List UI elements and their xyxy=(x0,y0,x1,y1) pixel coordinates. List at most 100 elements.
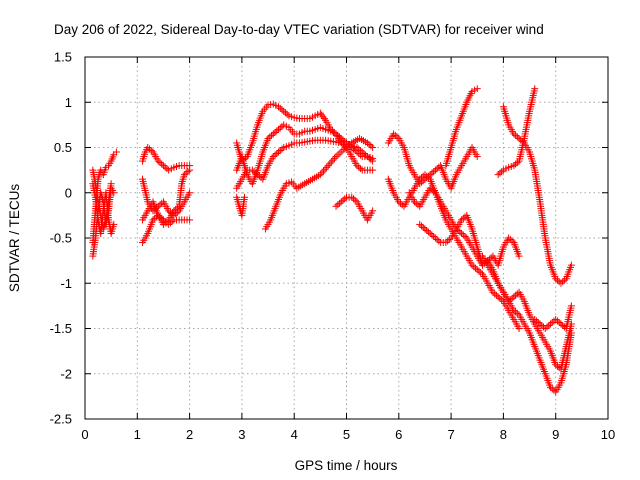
y-tick-label: 0 xyxy=(65,185,72,200)
data-point-interp xyxy=(559,278,567,286)
data-point xyxy=(248,166,256,174)
data-point-interp xyxy=(424,228,432,236)
data-point-interp xyxy=(266,133,274,141)
data-point xyxy=(426,229,434,237)
data-point-interp xyxy=(548,318,556,326)
data-point-interp xyxy=(278,145,286,153)
data-point-interp xyxy=(326,160,334,168)
data-point xyxy=(395,198,403,206)
data-point-interp xyxy=(398,201,406,209)
x-tick-label: 2 xyxy=(186,427,193,442)
data-point-interp xyxy=(508,294,516,302)
data-point-interp xyxy=(545,321,553,329)
data-point xyxy=(241,193,249,201)
data-point xyxy=(510,293,518,301)
y-tick-label: 1 xyxy=(65,95,72,110)
data-point-interp xyxy=(156,201,164,209)
data-point-interp xyxy=(424,174,432,182)
data-point xyxy=(348,193,356,201)
data-points xyxy=(89,85,575,396)
data-point-interp xyxy=(533,317,541,325)
data-point-interp xyxy=(273,150,281,158)
data-point xyxy=(324,162,332,170)
data-point xyxy=(110,220,118,228)
data-point-interp xyxy=(323,163,331,171)
y-tick-label: 1.5 xyxy=(54,50,72,65)
data-point xyxy=(431,166,439,174)
data-point xyxy=(363,153,371,161)
data-point-interp xyxy=(151,214,159,222)
data-point xyxy=(316,171,324,179)
data-point xyxy=(353,144,361,151)
data-point-interp xyxy=(487,254,495,262)
data-point xyxy=(431,234,439,242)
data-point xyxy=(426,184,434,192)
data-point xyxy=(473,266,481,274)
data-point xyxy=(369,207,377,215)
data-point xyxy=(186,216,194,224)
data-point-interp xyxy=(250,168,258,176)
data-point-interp xyxy=(445,236,453,244)
data-point-interp xyxy=(339,196,347,204)
data-point xyxy=(275,103,283,111)
data-point-interp xyxy=(428,169,436,177)
data-point-interp xyxy=(172,205,180,213)
data-point xyxy=(458,216,466,224)
data-point xyxy=(541,325,549,332)
y-tick-label: -1.5 xyxy=(50,321,72,336)
data-point-interp xyxy=(433,236,441,244)
data-point-interp xyxy=(550,386,558,394)
data-point-interp xyxy=(182,169,190,177)
data-point-interp xyxy=(548,385,556,393)
x-tick-label: 0 xyxy=(81,427,88,442)
data-point-interp xyxy=(417,174,425,182)
data-point xyxy=(337,198,345,206)
data-point xyxy=(149,216,157,224)
data-point-interp xyxy=(271,151,279,159)
data-point-interp xyxy=(319,167,327,175)
data-point-interp xyxy=(553,276,561,284)
data-point-interp xyxy=(356,165,364,173)
data-point xyxy=(275,148,283,156)
x-tick-label: 5 xyxy=(343,427,350,442)
data-point-interp xyxy=(360,150,368,158)
data-point-interp xyxy=(318,169,326,177)
data-point-interp xyxy=(454,226,462,234)
data-point xyxy=(510,306,518,314)
data-point-interp xyxy=(412,199,420,207)
data-point-interp xyxy=(506,236,514,244)
y-tick-label: 0.5 xyxy=(54,140,72,155)
data-point xyxy=(410,198,418,206)
data-point-interp xyxy=(367,142,375,150)
data-point-interp xyxy=(163,217,171,225)
data-point-interp xyxy=(444,237,452,245)
data-point-interp xyxy=(255,172,263,180)
data-point-interp xyxy=(475,267,483,275)
data-point-interp xyxy=(472,264,480,272)
data-point-interp xyxy=(534,318,542,326)
data-point-interp xyxy=(512,160,520,168)
y-tick-labels: 1.5 1 0.5 0 -0.5 -1 -1.5 -2 -2.5 xyxy=(50,50,72,427)
data-point-interp xyxy=(336,199,344,207)
data-point-interp xyxy=(276,104,284,112)
data-point-interp xyxy=(512,131,520,139)
data-point-interp xyxy=(433,165,441,173)
data-point-interp xyxy=(334,201,342,209)
data-point-interp xyxy=(419,223,427,231)
data-point-interp xyxy=(158,199,166,207)
data-point-interp xyxy=(513,159,521,167)
data-point-interp xyxy=(461,232,469,240)
data-point xyxy=(390,130,398,138)
data-point-interp xyxy=(423,226,431,234)
data-point-interp xyxy=(276,124,284,132)
data-point-interp xyxy=(273,127,281,135)
data-point xyxy=(186,166,194,174)
data-point xyxy=(473,153,481,161)
data-point-interp xyxy=(543,323,551,331)
data-point-interp xyxy=(435,237,443,245)
data-point xyxy=(546,320,554,328)
data-point-interp xyxy=(428,231,436,239)
data-point-interp xyxy=(320,115,328,123)
data-point-interp xyxy=(553,362,561,370)
